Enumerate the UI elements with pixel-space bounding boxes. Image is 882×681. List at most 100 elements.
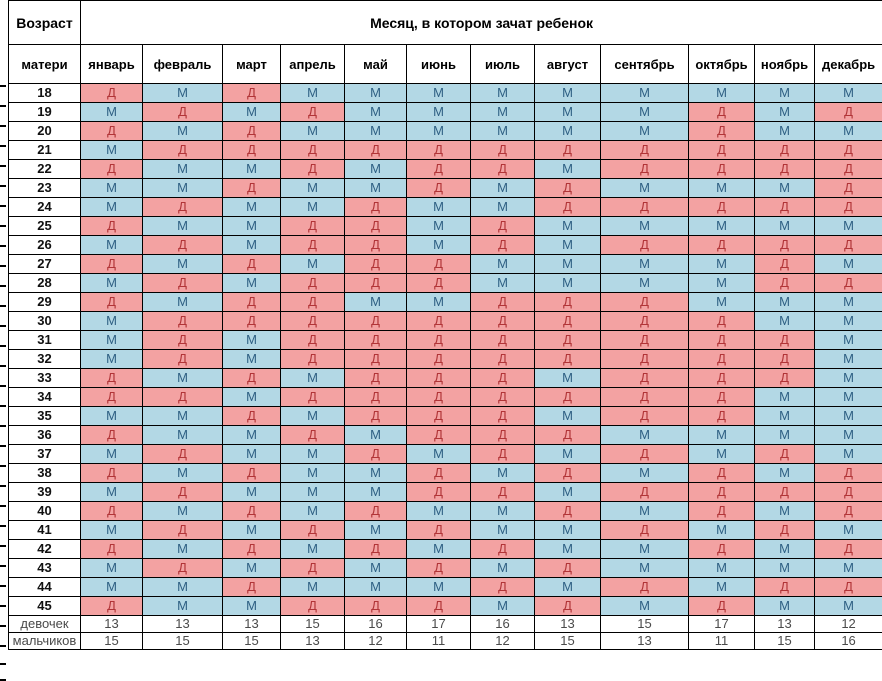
header-row-title: Возраст Месяц, в котором зачат ребенок xyxy=(8,0,882,45)
girl-cell: Д xyxy=(280,102,345,122)
boy-cell: М xyxy=(600,121,689,141)
girl-cell: Д xyxy=(534,311,601,331)
row-tick-mark xyxy=(0,125,6,127)
girl-cell: Д xyxy=(813,102,882,122)
girl-cell: Д xyxy=(600,349,689,369)
girl-cell: Д xyxy=(344,254,407,274)
row-tick-mark xyxy=(0,85,6,87)
boy-cell: М xyxy=(813,368,882,388)
table-row: 18 Д М Д М М М М М М М М М xyxy=(8,83,882,103)
summary-count: 13 xyxy=(142,615,223,633)
boy-cell: М xyxy=(813,387,882,407)
boy-cell: М xyxy=(222,444,281,464)
summary-row: мальчиков 15 15 15 13 12 11 12 15 13 11 15 16 xyxy=(8,632,882,650)
boy-cell: М xyxy=(406,444,471,464)
boy-cell: М xyxy=(688,292,755,312)
summary-count: 12 xyxy=(470,632,535,650)
summary-count: 13 xyxy=(80,615,143,633)
girl-cell: Д xyxy=(406,273,471,293)
boy-cell: М xyxy=(688,273,755,293)
girl-cell: Д xyxy=(688,406,755,426)
boy-cell: М xyxy=(222,349,281,369)
girl-cell: Д xyxy=(406,159,471,179)
boy-cell: М xyxy=(222,330,281,350)
girl-cell: Д xyxy=(406,425,471,445)
summary-count: 16 xyxy=(344,615,407,633)
table-row: 42 Д М Д М Д М Д М М Д М Д xyxy=(8,539,882,559)
girl-cell: Д xyxy=(344,140,407,160)
girl-cell: Д xyxy=(80,501,143,521)
girl-cell: Д xyxy=(688,482,755,502)
girl-cell: Д xyxy=(470,577,535,597)
girl-cell: Д xyxy=(600,577,689,597)
month-header: август xyxy=(534,44,601,84)
row-tick-mark xyxy=(0,663,6,665)
table-row: 36 Д М М Д М Д Д Д М М М М xyxy=(8,425,882,445)
girl-cell: Д xyxy=(80,463,143,483)
summary-count: 17 xyxy=(406,615,471,633)
girl-cell: Д xyxy=(344,596,407,616)
row-tick-mark xyxy=(0,585,6,587)
row-tick-mark xyxy=(0,185,6,187)
boy-cell: М xyxy=(222,596,281,616)
girl-cell: Д xyxy=(470,330,535,350)
boy-cell: М xyxy=(600,463,689,483)
girl-cell: Д xyxy=(470,216,535,236)
boy-cell: М xyxy=(280,577,345,597)
girl-cell: Д xyxy=(142,235,223,255)
boy-cell: М xyxy=(470,102,535,122)
summary-row: девочек 13 13 13 15 16 17 16 13 15 17 13 12 xyxy=(8,615,882,633)
boy-cell: М xyxy=(688,558,755,578)
girl-cell: Д xyxy=(280,425,345,445)
boy-cell: М xyxy=(80,102,143,122)
boy-cell: М xyxy=(280,444,345,464)
girl-cell: Д xyxy=(142,349,223,369)
boy-cell: М xyxy=(406,102,471,122)
boy-cell: М xyxy=(80,482,143,502)
boy-cell: М xyxy=(600,102,689,122)
boy-cell: М xyxy=(142,425,223,445)
boy-cell: М xyxy=(280,539,345,559)
summary-count: 12 xyxy=(813,615,882,633)
boy-cell: М xyxy=(80,330,143,350)
age-cell: 41 xyxy=(8,520,81,540)
table-row: 32 М Д М Д Д Д Д Д Д Д Д М xyxy=(8,349,882,369)
girl-cell: Д xyxy=(280,520,345,540)
girl-cell: Д xyxy=(688,387,755,407)
girl-cell: Д xyxy=(754,254,815,274)
row-tick-mark xyxy=(0,305,6,307)
girl-cell: Д xyxy=(470,368,535,388)
girl-cell: Д xyxy=(280,311,345,331)
boy-cell: М xyxy=(470,121,535,141)
girl-cell: Д xyxy=(344,368,407,388)
boy-cell: М xyxy=(688,216,755,236)
boy-cell: М xyxy=(142,254,223,274)
boy-cell: М xyxy=(222,520,281,540)
girl-cell: Д xyxy=(406,178,471,198)
girl-cell: Д xyxy=(142,140,223,160)
boy-cell: М xyxy=(754,311,815,331)
boy-cell: М xyxy=(344,178,407,198)
table-row: 24 М Д М М Д М М Д Д Д Д Д xyxy=(8,197,882,217)
row-tick-mark xyxy=(0,625,6,627)
girl-cell: Д xyxy=(470,235,535,255)
boy-cell: М xyxy=(813,311,882,331)
girl-cell: Д xyxy=(222,406,281,426)
summary-count: 11 xyxy=(688,632,755,650)
summary-count: 15 xyxy=(600,615,689,633)
boy-cell: М xyxy=(280,463,345,483)
girl-cell: Д xyxy=(600,292,689,312)
boy-cell: М xyxy=(754,83,815,103)
girl-cell: Д xyxy=(600,482,689,502)
girl-cell: Д xyxy=(280,596,345,616)
row-tick-mark xyxy=(0,425,6,427)
girl-cell: Д xyxy=(344,387,407,407)
row-tick-mark xyxy=(0,345,6,347)
boy-cell: М xyxy=(344,102,407,122)
girl-cell: Д xyxy=(280,273,345,293)
boy-cell: М xyxy=(688,83,755,103)
girl-cell: Д xyxy=(406,558,471,578)
age-cell: 19 xyxy=(8,102,81,122)
boy-cell: М xyxy=(534,482,601,502)
girl-cell: Д xyxy=(142,387,223,407)
